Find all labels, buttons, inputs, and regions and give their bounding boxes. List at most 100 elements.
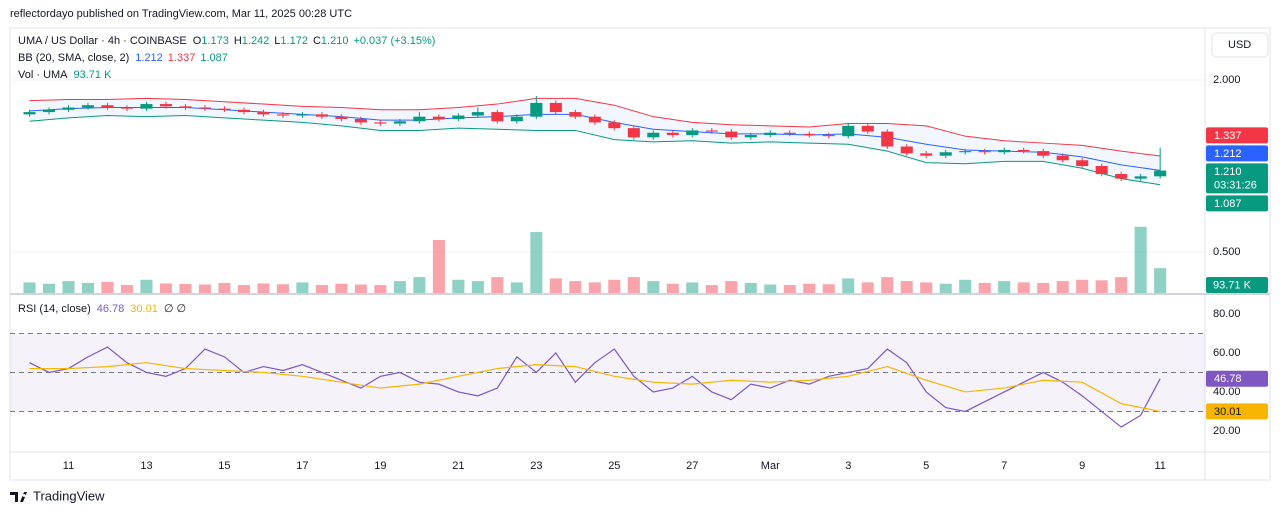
x-tick-label: 5 [923,460,929,472]
candle-body [296,114,309,116]
ohlc-value: 1.173 [201,35,229,47]
candle-body [998,149,1011,153]
candle-body [23,112,36,115]
currency-button[interactable] [1211,32,1269,58]
y-tick-label: 0.500 [1213,246,1241,258]
price-tag [1206,195,1268,212]
candle-body [822,135,835,137]
candle-body [42,109,56,113]
volume-bar [315,285,328,293]
volume-tag-label: 93.71 K [1213,279,1252,291]
candle-body [1037,151,1050,156]
candle-body [842,125,855,137]
value-tag-label: 46.78 [1214,373,1242,385]
candle-body [1017,149,1030,152]
candle-body [627,128,640,138]
volume-bar [920,282,933,293]
candle-body [1095,166,1108,175]
volume-bar [159,283,172,293]
volume-tag [1206,277,1268,293]
y-tick-label: 60.00 [1213,347,1241,359]
x-tick-label: 9 [1079,460,1085,472]
ohlc-value: 1.210 [321,35,349,47]
candle-body [510,116,523,122]
volume-bar [471,281,484,293]
volume-bar [608,279,621,293]
volume-bar [569,281,582,293]
price-tag [1206,127,1268,144]
x-tick-label: 15 [218,460,230,472]
volume-bar [23,282,36,293]
x-tick-label: 19 [374,460,386,472]
candle-body [666,132,679,136]
volume-bar [959,279,972,293]
candle-body [939,152,952,156]
volume-bar [725,281,738,293]
bb-value: 1.337 [168,52,196,64]
candle-body [471,112,484,116]
y-tick-label: 40.00 [1213,386,1241,398]
candle-body [744,135,757,138]
volume-bar [374,285,387,293]
candle-body [374,122,387,124]
candle-body [315,114,328,117]
legend-symbol: UMA / US Dollar · 4h · COINBASE O1.173 H1.… [18,35,435,47]
volume-bar [647,281,660,293]
legend-volume: Vol · UMA 93.71 K [18,69,112,81]
publisher: reflectordayo published on TradingView.c… [10,8,352,20]
volume-bar [705,285,718,293]
candle-body [413,116,426,122]
volume-bar [393,281,406,293]
volume-bar [237,285,250,293]
x-tick-label: 25 [608,460,620,472]
volume-bar [939,283,952,293]
rsi-value: 46.78 [97,303,125,315]
candle-body [1134,176,1147,179]
volume-bar [549,278,562,293]
candle-body [764,132,777,136]
candle-body [608,122,621,129]
candle-body [62,107,75,110]
x-tick-label: 27 [686,460,698,472]
candle-body [803,133,816,136]
volume-bar [1115,277,1128,293]
volume-bar [666,283,679,293]
rsi-value: 30.01 [130,303,158,315]
band-line [29,97,1161,157]
value-tag-label: 30.01 [1214,406,1242,418]
volume-bar [998,281,1011,293]
volume-bar [198,284,211,293]
volume-bar [413,277,426,293]
candle-body [354,118,367,123]
candle-body [257,112,270,115]
x-tick-label: 23 [530,460,542,472]
volume-bar [510,282,523,293]
volume-bar [276,284,289,293]
volume-bar [900,281,913,293]
legend-bb: BB (20, SMA, close, 2) 1.212 1.337 1.087 [18,52,228,64]
x-tick-label: 7 [1001,460,1007,472]
candle-body [159,104,172,107]
bb-label: BB (20, SMA, close, 2) [18,52,129,64]
volume-bar [42,283,56,293]
countdown: 03:31:26 [1214,179,1257,191]
volume-bar [764,284,777,293]
candle-body [725,131,738,138]
candle-body [140,104,153,109]
volume-bar [686,282,699,293]
volume-bar [257,283,270,293]
volume-label: Vol · UMA [18,69,68,81]
candle-body [1056,155,1069,161]
price-tag-label: 1.212 [1214,148,1242,160]
volume-bar [491,277,504,293]
candle-body [276,114,289,116]
band-fill [29,98,1161,185]
bb-value: 1.087 [200,52,228,64]
candle-body [393,121,406,124]
volume-bar [627,277,640,293]
frame [9,27,1271,481]
candle-body [1076,160,1089,167]
candle-body [101,105,114,108]
candle-body [978,151,991,153]
